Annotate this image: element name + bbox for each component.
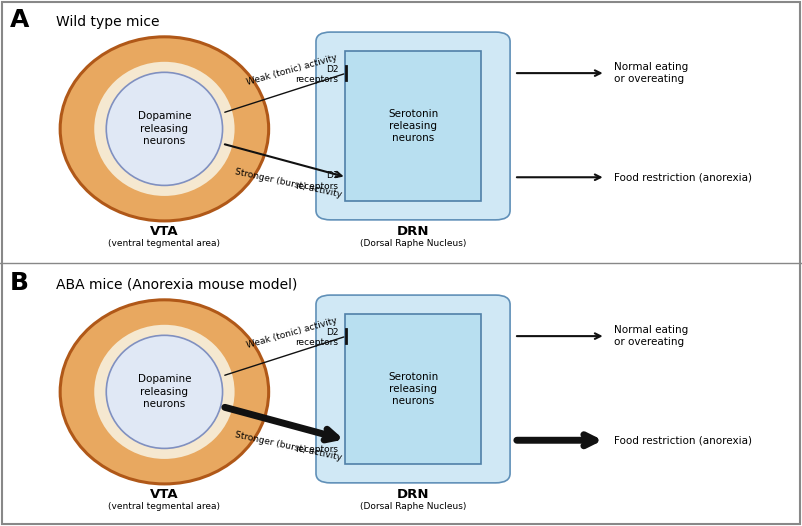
Text: VTA: VTA — [150, 225, 179, 238]
Text: Normal eating
or overeating: Normal eating or overeating — [614, 62, 688, 84]
Text: ABA mice (Anorexia mouse model): ABA mice (Anorexia mouse model) — [56, 278, 298, 292]
Ellipse shape — [106, 72, 223, 186]
Ellipse shape — [60, 37, 269, 221]
Text: (ventral tegmental area): (ventral tegmental area) — [108, 239, 221, 248]
Text: Dopamine
releasing
neurons: Dopamine releasing neurons — [138, 112, 191, 146]
Text: (Dorsal Raphe Nucleus): (Dorsal Raphe Nucleus) — [360, 502, 466, 511]
Text: D1
receptors: D1 receptors — [295, 171, 338, 191]
Text: D2
receptors: D2 receptors — [295, 65, 338, 84]
Text: DRN: DRN — [397, 225, 429, 238]
Text: Serotonin
releasing
neurons: Serotonin releasing neurons — [388, 371, 438, 407]
Text: Food restriction (anorexia): Food restriction (anorexia) — [614, 172, 751, 183]
Text: Weak (tonic) activity: Weak (tonic) activity — [246, 53, 338, 87]
Text: Weak (tonic) activity: Weak (tonic) activity — [246, 316, 338, 350]
Ellipse shape — [60, 300, 269, 484]
Text: (Dorsal Raphe Nucleus): (Dorsal Raphe Nucleus) — [360, 239, 466, 248]
Text: Food restriction (anorexia): Food restriction (anorexia) — [614, 435, 751, 446]
Text: (ventral tegmental area): (ventral tegmental area) — [108, 502, 221, 511]
Text: Wild type mice: Wild type mice — [56, 15, 160, 29]
Text: Normal eating
or overeating: Normal eating or overeating — [614, 325, 688, 347]
Text: D1
receptors: D1 receptors — [295, 434, 338, 454]
Bar — [345, 314, 481, 464]
Text: B: B — [10, 271, 29, 295]
Ellipse shape — [106, 336, 223, 448]
Ellipse shape — [95, 62, 234, 196]
Text: Stronger (burst) activity: Stronger (burst) activity — [234, 430, 342, 462]
Text: Stronger (burst) activity: Stronger (burst) activity — [234, 167, 342, 199]
Text: DRN: DRN — [397, 488, 429, 501]
Text: A: A — [10, 8, 29, 32]
FancyBboxPatch shape — [316, 32, 510, 220]
FancyBboxPatch shape — [316, 295, 510, 483]
Ellipse shape — [95, 325, 234, 459]
Text: Serotonin
releasing
neurons: Serotonin releasing neurons — [388, 108, 438, 144]
Text: VTA: VTA — [150, 488, 179, 501]
Bar — [345, 51, 481, 201]
Text: D2
receptors: D2 receptors — [295, 328, 338, 347]
Text: Dopamine
releasing
neurons: Dopamine releasing neurons — [138, 375, 191, 409]
